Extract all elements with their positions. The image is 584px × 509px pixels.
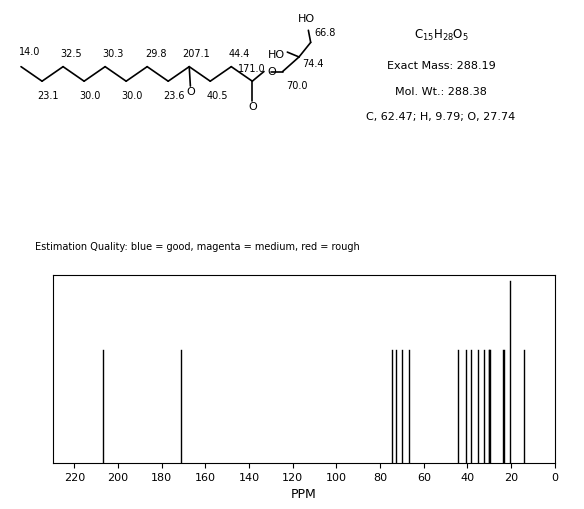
Text: 32.5: 32.5	[61, 49, 82, 60]
Text: HO: HO	[297, 14, 315, 24]
Text: 29.8: 29.8	[145, 49, 166, 60]
Text: Estimation Quality: blue = good, magenta = medium, red = rough: Estimation Quality: blue = good, magenta…	[35, 242, 360, 252]
Text: 40.5: 40.5	[207, 91, 228, 101]
X-axis label: PPM: PPM	[291, 489, 317, 501]
Text: O: O	[186, 87, 194, 97]
Text: Mol. Wt.: 288.38: Mol. Wt.: 288.38	[395, 87, 487, 97]
Text: 44.4: 44.4	[229, 49, 251, 60]
Text: 30.3: 30.3	[103, 49, 124, 60]
Text: 14.0: 14.0	[19, 47, 40, 57]
Text: $\mathregular{C_{15}H_{28}O_5}$: $\mathregular{C_{15}H_{28}O_5}$	[413, 28, 468, 43]
Text: 23.1: 23.1	[37, 91, 59, 101]
Text: 171.0: 171.0	[238, 64, 266, 74]
Text: 30.0: 30.0	[121, 91, 143, 101]
Text: 23.6: 23.6	[164, 91, 185, 101]
Text: O: O	[267, 67, 276, 76]
Text: Exact Mass: 288.19: Exact Mass: 288.19	[387, 61, 495, 71]
Text: 207.1: 207.1	[182, 49, 210, 60]
Text: 30.0: 30.0	[79, 91, 101, 101]
Text: 70.0: 70.0	[286, 81, 308, 91]
Text: O: O	[248, 102, 256, 111]
Text: 74.4: 74.4	[303, 60, 324, 69]
Text: HO: HO	[268, 49, 285, 60]
Text: C, 62.47; H, 9.79; O, 27.74: C, 62.47; H, 9.79; O, 27.74	[366, 112, 516, 122]
Text: 66.8: 66.8	[314, 27, 336, 38]
